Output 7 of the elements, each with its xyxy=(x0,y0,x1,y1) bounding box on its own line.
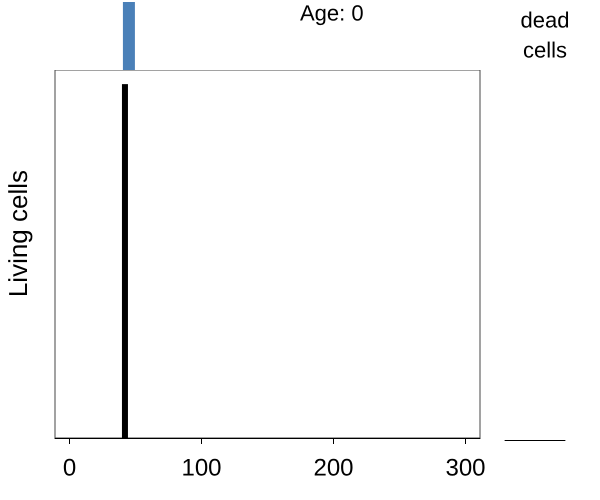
text: dead cells xyxy=(520,8,570,62)
x-tick-label: 100 xyxy=(181,454,222,482)
x-tick-label: 0 xyxy=(62,454,76,482)
x-tick-label: 300 xyxy=(445,454,486,482)
x-tick-label: 200 xyxy=(313,454,354,482)
annotation: Age: 0 xyxy=(300,0,364,26)
y-axis-title: Living cells xyxy=(3,170,33,298)
